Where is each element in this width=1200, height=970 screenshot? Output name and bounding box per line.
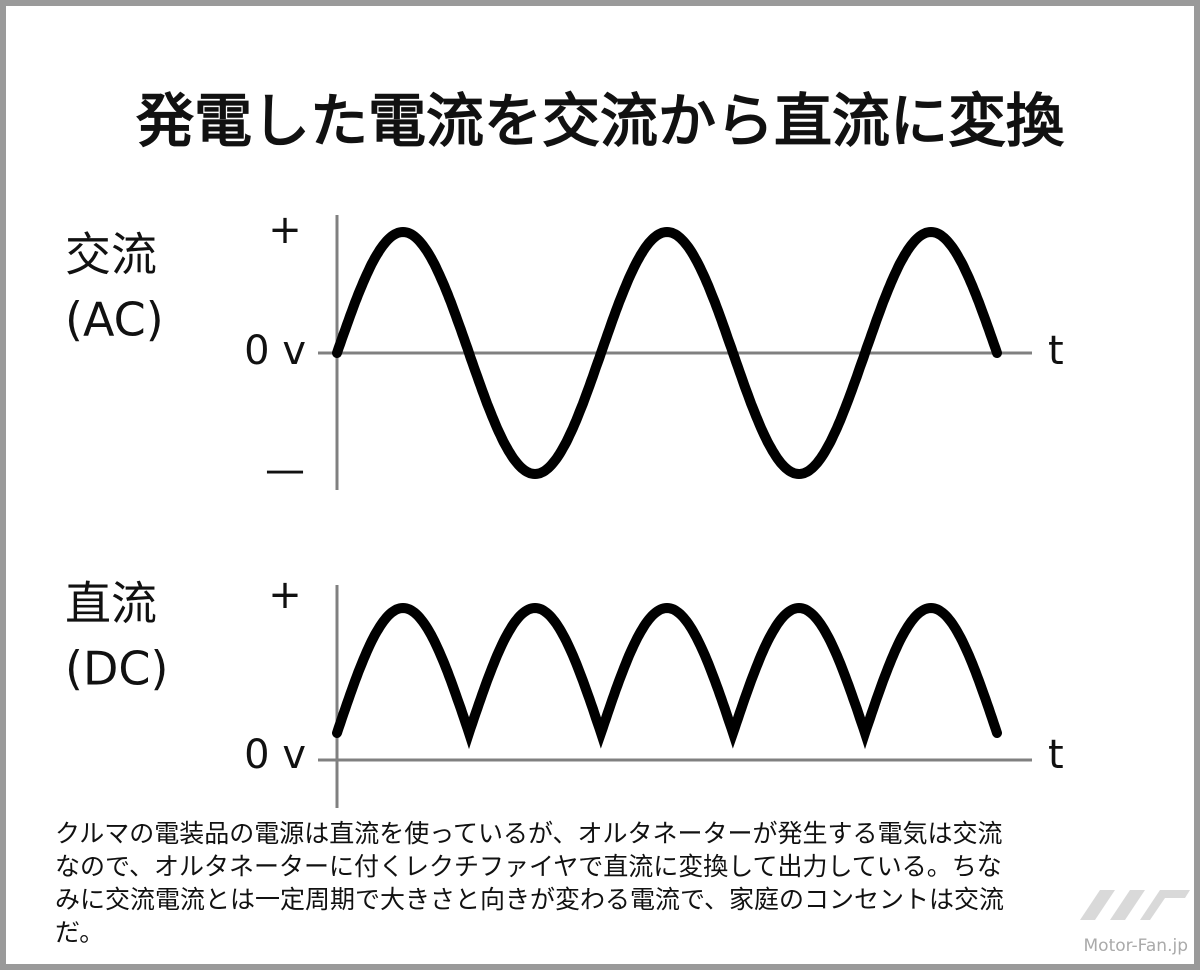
dc-label-sub: (DC) (65, 642, 168, 696)
caption-line: なので、オルタネーターに付くレクチファイヤで直流に変換して出力している。ちな (55, 852, 1002, 881)
dc-label: 直流 (65, 577, 157, 631)
caption-line: みに交流電流とは一定周期で大きさと向きが変わる電流で、家庭のコンセントは交流 (55, 885, 1004, 914)
minus-label: — (265, 447, 305, 493)
watermark: Motor-Fan.jp (1084, 936, 1189, 956)
caption-line: だ。 (55, 918, 104, 947)
watermark-logo (1080, 890, 1190, 920)
zero-label: 0 v (244, 328, 306, 374)
plus-label: + (268, 572, 302, 618)
caption-line: クルマの電装品の電源は直流を使っているが、オルタネーターが発生する電気は交流 (55, 819, 1003, 848)
ac-waveform (332, 226, 1002, 480)
plus-label: + (268, 207, 302, 253)
title: 発電した電流を交流から直流に変換 (136, 87, 1065, 155)
time-label: t (1048, 732, 1064, 778)
time-label: t (1048, 328, 1064, 374)
ac-label-sub: (AC) (65, 293, 164, 347)
zero-label: 0 v (244, 732, 306, 778)
dc-waveform (332, 602, 1002, 750)
ac-label: 交流 (65, 228, 157, 282)
